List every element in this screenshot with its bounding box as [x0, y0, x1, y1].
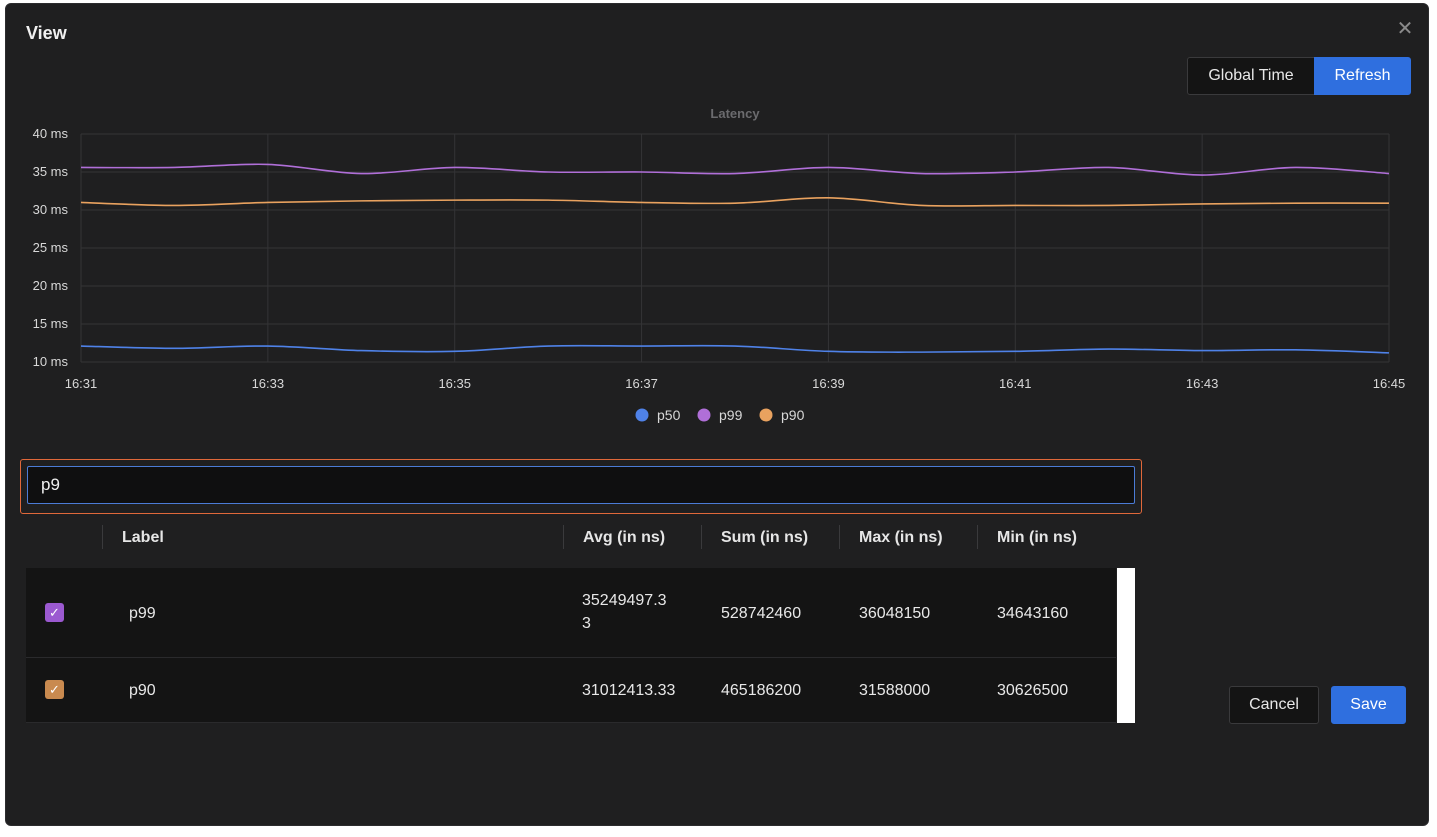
row-min: 30626500 [997, 682, 1069, 699]
column-header-sum[interactable]: Sum (in ns) [721, 529, 809, 546]
x-tick-label: 16:37 [625, 376, 658, 391]
row-label: p90 [129, 682, 156, 699]
column-header-label[interactable]: Label [122, 529, 164, 546]
view-dialog: View ✕ Global Time Refresh Latency 40 ms 3… [5, 3, 1429, 826]
legend-label-p90: p90 [781, 407, 805, 423]
row-sum: 528742460 [721, 605, 802, 622]
cancel-button[interactable]: Cancel [1229, 686, 1319, 724]
x-tick-label: 16:39 [812, 376, 845, 391]
series-line-p50 [80, 344, 1390, 354]
series-line-p90 [80, 197, 1390, 207]
header-separator [701, 525, 702, 549]
column-header-min[interactable]: Min (in ns) [997, 529, 1077, 546]
row-sum: 465186200 [721, 682, 802, 699]
legend-label-p99: p99 [719, 407, 743, 423]
x-tick-label: 16:35 [438, 376, 471, 391]
row-max: 36048150 [859, 605, 931, 622]
y-tick-label: 40 ms [33, 126, 69, 141]
close-icon[interactable]: ✕ [1396, 18, 1414, 40]
legend-marker-p99 [697, 408, 711, 422]
x-tick-label: 16:31 [65, 376, 98, 391]
table-header: Label Avg (in ns) Sum (in ns) Max (in ns… [26, 516, 1135, 568]
x-tick-label: 16:45 [1373, 376, 1406, 391]
y-tick-label: 15 ms [33, 316, 69, 331]
latency-chart-svg: Latency 40 ms 35 ms 30 ms 25 ms 20 ms 15 ms 10 … [33, 106, 1406, 423]
latency-chart: Latency 40 ms 35 ms 30 ms 25 ms 20 ms 15 ms 10 … [6, 4, 1430, 449]
legend-label-p50: p50 [657, 407, 681, 423]
x-tick-label: 16:33 [252, 376, 285, 391]
x-tick-label: 16:43 [1186, 376, 1219, 391]
column-header-avg[interactable]: Avg (in ns) [583, 529, 666, 546]
search-input[interactable] [27, 466, 1135, 504]
header-separator [977, 525, 978, 549]
save-button[interactable]: Save [1331, 686, 1406, 724]
y-tick-label: 25 ms [33, 240, 69, 255]
header-separator [102, 525, 103, 549]
row-avg-line1: 35249497.3 [582, 592, 667, 609]
row-avg: 31012413.33 [582, 682, 676, 699]
search-highlight [20, 459, 1142, 514]
row-min: 34643160 [997, 605, 1069, 622]
y-tick-label: 35 ms [33, 164, 69, 179]
y-tick-label: 20 ms [33, 278, 69, 293]
header-separator [563, 525, 564, 549]
row-checkbox[interactable]: ✓ [45, 680, 64, 699]
legend-marker-p50 [635, 408, 649, 422]
refresh-button[interactable]: Refresh [1314, 57, 1411, 95]
dialog-title: View [26, 23, 67, 43]
table-scrollbar[interactable] [1117, 568, 1135, 723]
table-body: ✓ p99 35249497.3 3 528742460 36048150 34… [26, 568, 1116, 723]
row-avg: 35249497.3 3 [582, 589, 667, 635]
table-row[interactable]: ✓ p90 31012413.33 465186200 31588000 306… [26, 658, 1116, 723]
header-separator [839, 525, 840, 549]
row-checkbox[interactable]: ✓ [45, 603, 64, 622]
row-max: 31588000 [859, 682, 931, 699]
y-tick-label: 30 ms [33, 202, 69, 217]
y-tick-label: 10 ms [33, 354, 69, 369]
column-header-max[interactable]: Max (in ns) [859, 529, 943, 546]
legend-marker-p90 [759, 408, 773, 422]
global-time-button[interactable]: Global Time [1187, 57, 1315, 95]
x-tick-label: 16:41 [999, 376, 1032, 391]
series-table: Label Avg (in ns) Sum (in ns) Max (in ns… [26, 516, 1135, 723]
row-label: p99 [129, 605, 156, 622]
table-row[interactable]: ✓ p99 35249497.3 3 528742460 36048150 34… [26, 568, 1116, 658]
series-line-p99 [80, 163, 1390, 176]
chart-title: Latency [710, 106, 760, 121]
row-avg-line2: 3 [582, 615, 591, 632]
